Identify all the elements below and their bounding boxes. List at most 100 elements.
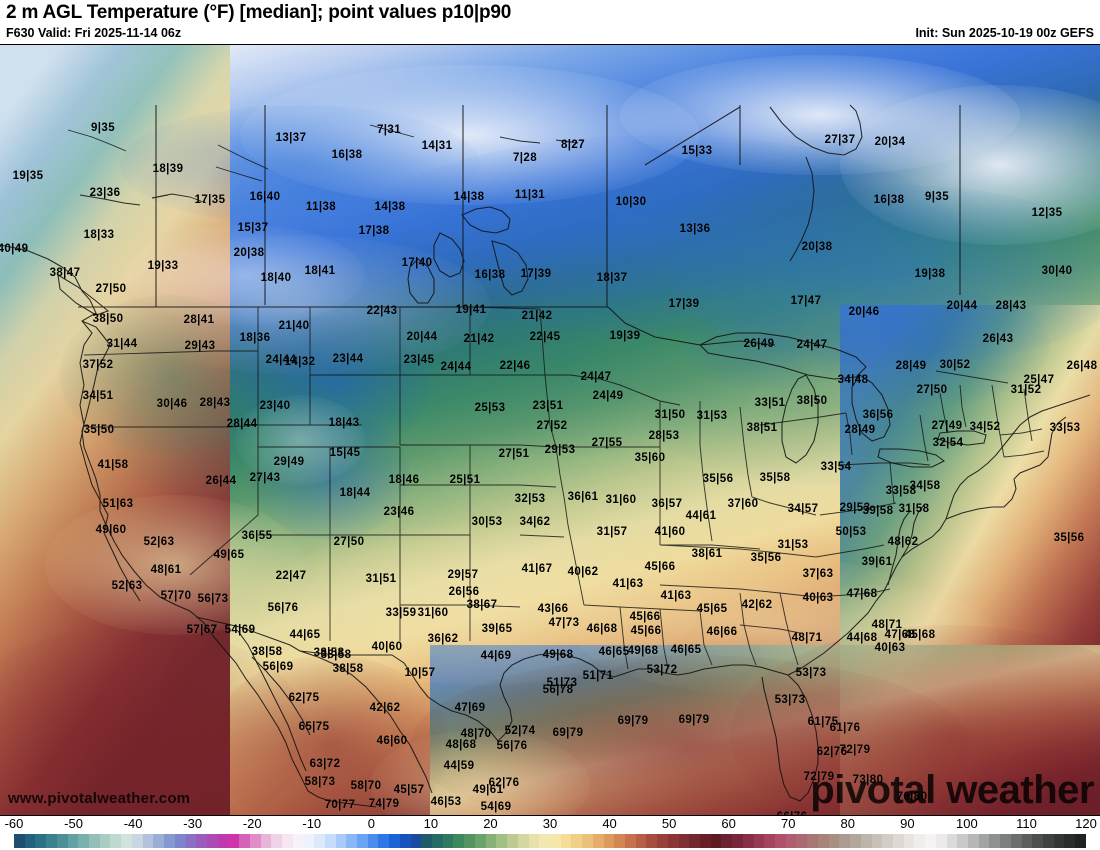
colorbar-segment — [14, 834, 25, 848]
colorbar-segment — [882, 834, 893, 848]
colorbar-segment — [453, 834, 465, 848]
colorbar-segment — [935, 834, 947, 848]
colorbar-segment — [914, 834, 926, 848]
colorbar-segment — [89, 834, 100, 848]
colorbar-segment — [281, 834, 293, 848]
colorbar-segment — [796, 834, 808, 848]
colorbar-segment — [142, 834, 154, 848]
colorbar-segment — [260, 834, 272, 848]
colorbar-segment — [582, 834, 593, 848]
colorbar-segment — [657, 834, 668, 848]
colorbar-tick: 120 — [1075, 816, 1097, 831]
init-time-label: Init: Sun 2025-10-19 00z GEFS — [915, 26, 1094, 40]
colorbar-tick: -40 — [123, 816, 143, 831]
colorbar-tick: 90 — [900, 816, 915, 831]
temperature-field — [0, 45, 1100, 815]
colorbar-tick: -60 — [4, 816, 24, 831]
colorbar-tick: 100 — [956, 816, 978, 831]
colorbar-segment — [1000, 834, 1011, 848]
colorbar-segment — [1010, 834, 1022, 848]
colorbar-segment — [925, 834, 936, 848]
colorbar-legend: -60 -50 -40 -30 -20 -10 0 10 20 30 40 50 60 70 80 90 100… — [0, 816, 1100, 850]
colorbar-segment — [1043, 834, 1054, 848]
colorbar-segment — [539, 834, 550, 848]
colorbar-tick: 70 — [780, 816, 796, 831]
colorbar-tick: -20 — [242, 816, 262, 831]
colorbar-segment — [153, 834, 165, 848]
colorbar-segment — [624, 834, 636, 848]
colorbar-segment — [560, 834, 572, 848]
colorbar-segment — [496, 834, 508, 848]
colorbar-segment — [324, 834, 336, 848]
colorbar-tick: 0 — [367, 816, 375, 831]
colorbar-segment — [121, 834, 132, 848]
colorbar-tick: 60 — [721, 816, 736, 831]
colorbar-tick-labels: -60 -50 -40 -30 -20 -10 0 10 20 30 40 50 60 70 80 90 100… — [0, 816, 1100, 833]
colorbar-segment — [817, 834, 829, 848]
colorbar-segment — [239, 834, 250, 848]
colorbar-segment — [174, 834, 186, 848]
colorbar-segment — [1021, 834, 1033, 848]
colorbar-segment — [35, 834, 47, 848]
colorbar-segment — [367, 834, 379, 848]
colorbar-segment — [217, 834, 229, 848]
colorbar-tick: -30 — [183, 816, 203, 831]
colorbar-segment — [517, 834, 529, 848]
colorbar-segment — [1075, 834, 1086, 848]
colorbar-segment — [689, 834, 700, 848]
colorbar-segment — [957, 834, 968, 848]
colorbar-segment — [378, 834, 390, 848]
colorbar-segment — [271, 834, 282, 848]
colorbar-segment — [678, 834, 690, 848]
colorbar-segment — [892, 834, 904, 848]
colorbar-segment — [807, 834, 818, 848]
colorbar-segment — [421, 834, 433, 848]
colorbar-segment — [410, 834, 422, 848]
state-boundaries — [83, 306, 1045, 670]
page-title: 2 m AGL Temperature (°F) [median]; point… — [6, 2, 512, 23]
colorbar-segment — [164, 834, 175, 848]
colorbar-segment — [474, 834, 486, 848]
colorbar-segment — [828, 834, 840, 848]
colorbar-segment — [249, 834, 261, 848]
colorbar-segment — [667, 834, 679, 848]
colorbar-segment — [131, 834, 143, 848]
colorbar-segment — [464, 834, 475, 848]
colorbar-segment — [603, 834, 615, 848]
brand-watermark: pivotal weather — [810, 768, 1094, 812]
colorbar-segment — [78, 834, 90, 848]
colorbar-segment — [839, 834, 851, 848]
colorbar-segment — [946, 834, 958, 848]
colorbar-segment — [1053, 834, 1065, 848]
colorbar-segment — [850, 834, 861, 848]
colorbar-segment — [432, 834, 443, 848]
colorbar-segment — [721, 834, 733, 848]
colorbar-segment — [507, 834, 518, 848]
colorbar-segment — [571, 834, 583, 848]
colorbar-segment — [549, 834, 561, 848]
colorbar-segment — [485, 834, 497, 848]
colorbar-segment — [346, 834, 357, 848]
weather-map[interactable]: 9|35 13|37 7|31 14|31 7|28 8|27 15|33 27|37 20|3… — [0, 44, 1100, 816]
colorbar-segment — [592, 834, 604, 848]
site-url-watermark: www.pivotalweather.com — [8, 790, 191, 807]
colorbar-segment — [1032, 834, 1043, 848]
colorbar-segment — [196, 834, 207, 848]
colorbar-segment — [732, 834, 743, 848]
colorbar-segment — [614, 834, 625, 848]
colorbar-segment — [56, 834, 68, 848]
colorbar-segment — [206, 834, 218, 848]
colorbar-gradient — [14, 834, 1086, 848]
colorbar-tick: 30 — [542, 816, 558, 831]
colorbar-segment — [742, 834, 754, 848]
colorbar-tick: 80 — [840, 816, 855, 831]
colorbar-tick: -10 — [302, 816, 322, 831]
colorbar-tick: 40 — [602, 816, 617, 831]
colorbar-segment — [860, 834, 872, 848]
colorbar-segment — [185, 834, 197, 848]
valid-time-label: F630 Valid: Fri 2025-11-14 06z — [6, 26, 182, 40]
colorbar-tick: 20 — [483, 816, 498, 831]
colorbar-segment — [871, 834, 883, 848]
colorbar-segment — [24, 834, 36, 848]
colorbar-segment — [110, 834, 122, 848]
